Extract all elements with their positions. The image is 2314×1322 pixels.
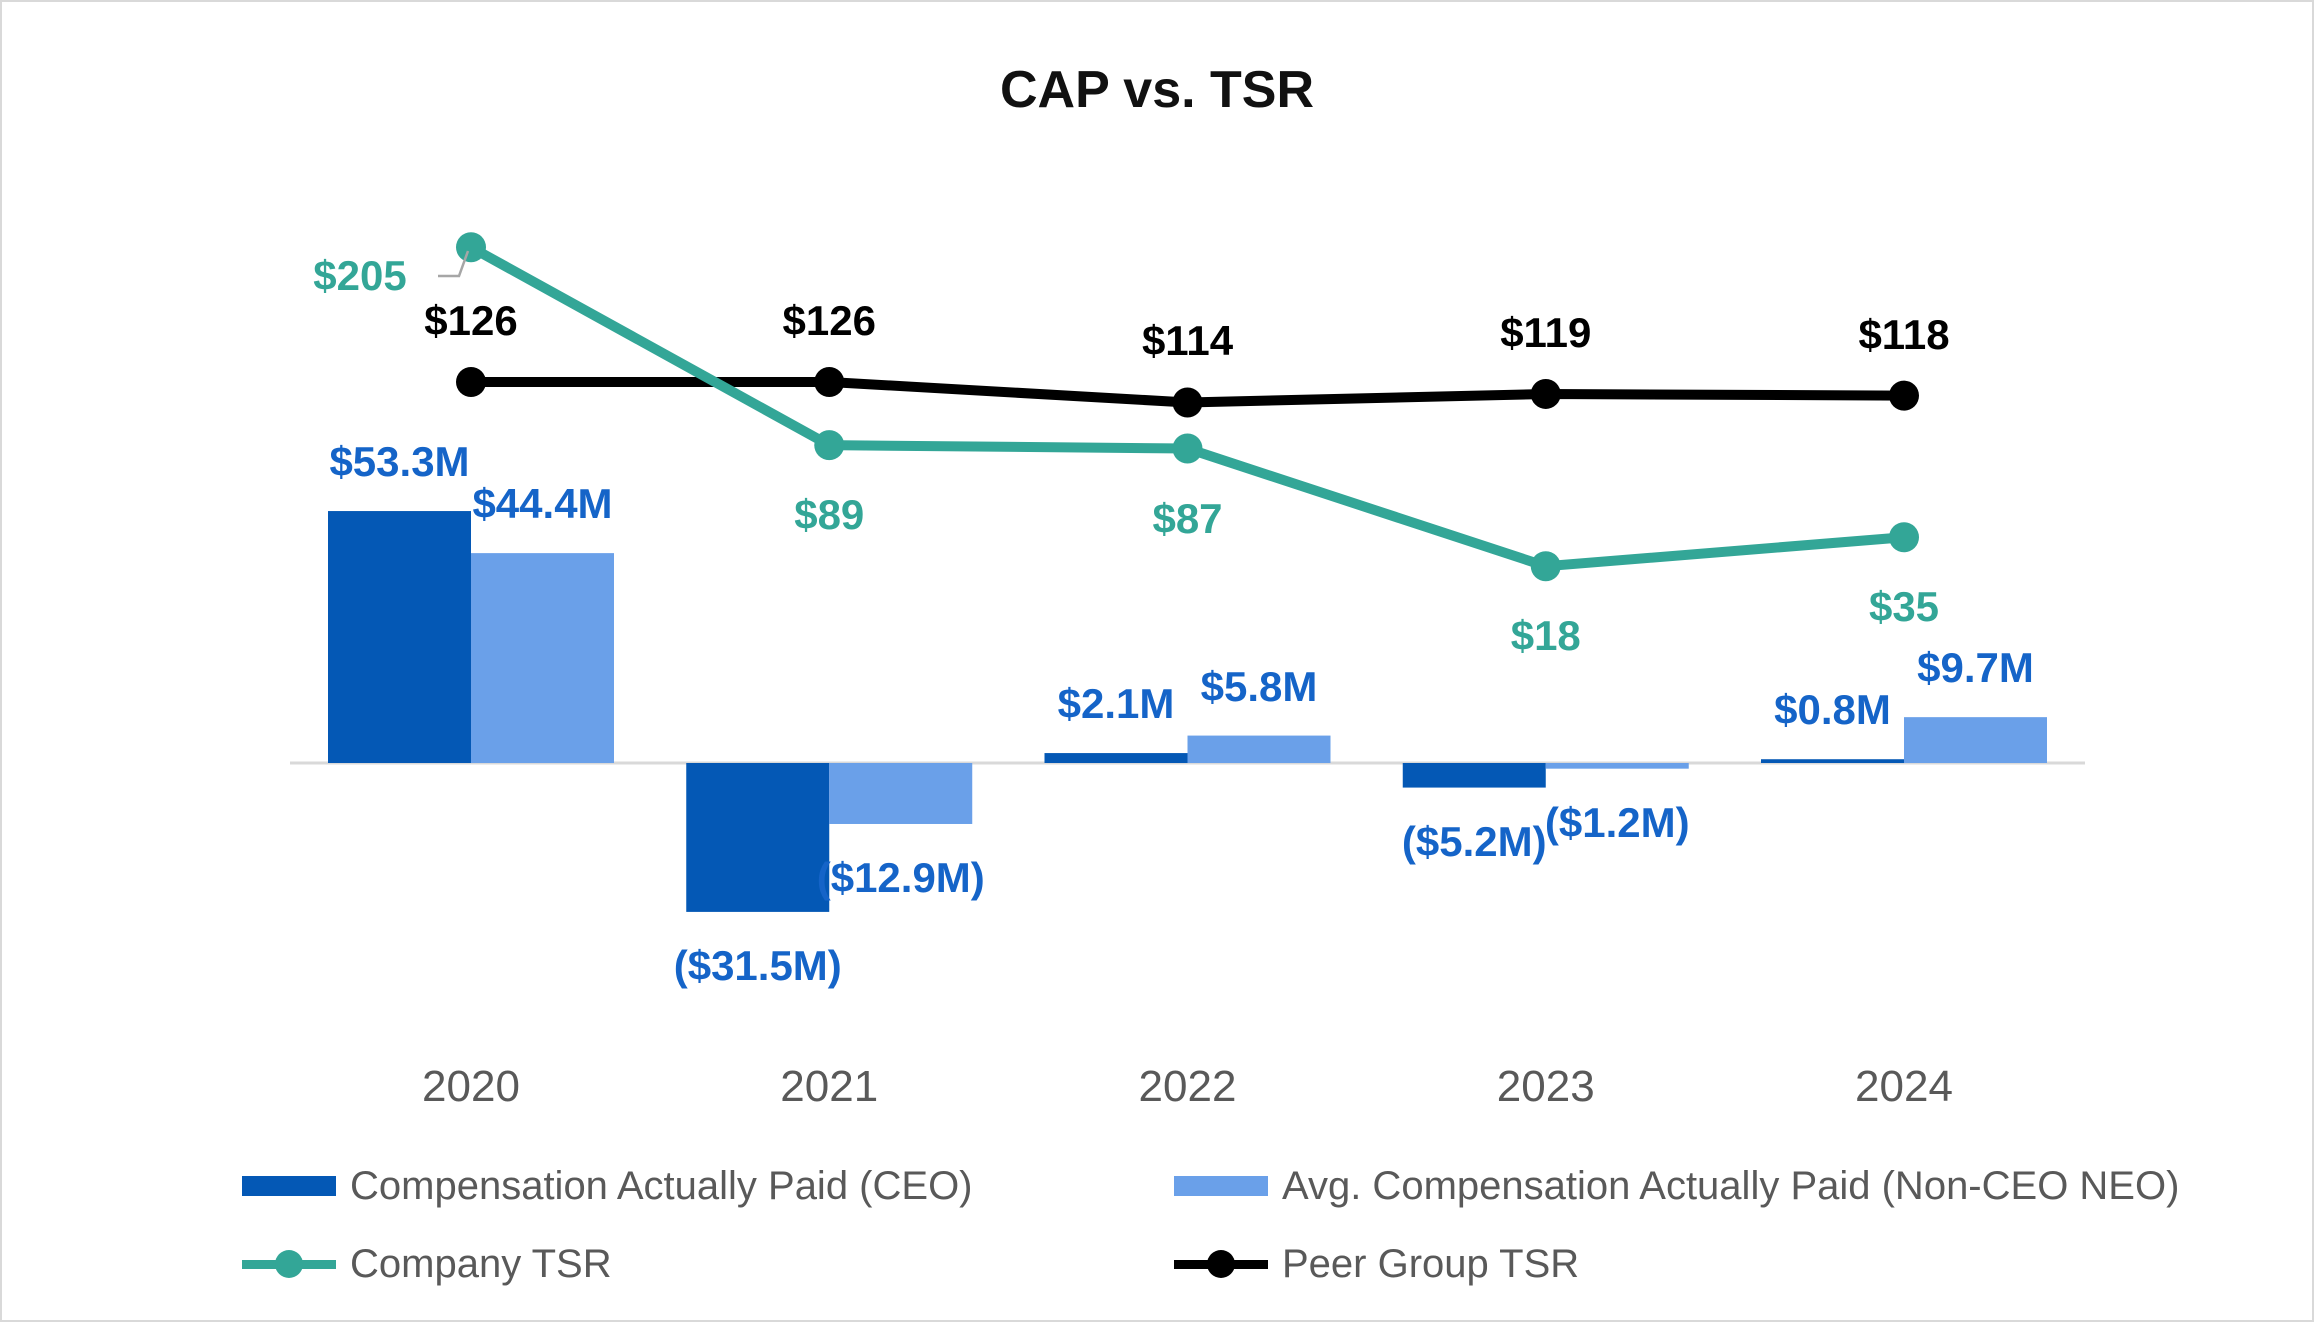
legend-label-cap-neo: Avg. Compensation Actually Paid (Non-CEO… xyxy=(1282,1164,2180,1208)
legend-item-peer-tsr: Peer Group TSR xyxy=(1174,1240,1579,1288)
legend-label-cap-ceo: Compensation Actually Paid (CEO) xyxy=(350,1164,973,1208)
company-tsr-point-2020 xyxy=(456,232,486,263)
peer-tsr-point-2023 xyxy=(1530,378,1561,409)
legend-item-company-tsr: Company TSR xyxy=(242,1240,612,1288)
legend-item-cap-neo: Avg. Compensation Actually Paid (Non-CEO… xyxy=(1174,1162,2179,1210)
bar-ceo-2023 xyxy=(1402,763,1546,788)
bar-neo-2021 xyxy=(829,763,973,824)
legend-item-cap-ceo: Compensation Actually Paid (CEO) xyxy=(242,1162,973,1210)
label-leader-line xyxy=(438,250,470,278)
peer-tsr-point-2022 xyxy=(1172,387,1203,418)
company-tsr-swatch-icon xyxy=(242,1249,336,1279)
bar-neo-2024 xyxy=(1904,717,2047,763)
company-tsr-point-2023 xyxy=(1530,551,1561,582)
company-tsr-point-2021 xyxy=(814,430,845,461)
bar-ceo-2022 xyxy=(1044,753,1188,763)
legend-label-company-tsr: Company TSR xyxy=(350,1242,612,1286)
legend-label-peer-tsr: Peer Group TSR xyxy=(1282,1242,1580,1286)
peer-tsr-point-2024 xyxy=(1889,380,1919,411)
ceo-bar-swatch-icon xyxy=(242,1176,336,1196)
company-tsr-point-2024 xyxy=(1889,522,1919,553)
bar-neo-2022 xyxy=(1187,735,1331,763)
bar-ceo-2024 xyxy=(1761,759,1904,763)
bar-ceo-2021 xyxy=(686,763,830,912)
peer-tsr-swatch-icon xyxy=(1174,1249,1268,1279)
bar-neo-2023 xyxy=(1545,763,1689,769)
company-tsr-point-2022 xyxy=(1172,433,1203,464)
chart-title: CAP vs. TSR xyxy=(999,61,1315,119)
bar-neo-2020 xyxy=(471,553,614,763)
bar-ceo-2020 xyxy=(328,511,471,763)
peer-tsr-point-2021 xyxy=(814,367,845,398)
peer-tsr-point-2020 xyxy=(456,367,486,398)
neo-bar-swatch-icon xyxy=(1174,1176,1268,1196)
